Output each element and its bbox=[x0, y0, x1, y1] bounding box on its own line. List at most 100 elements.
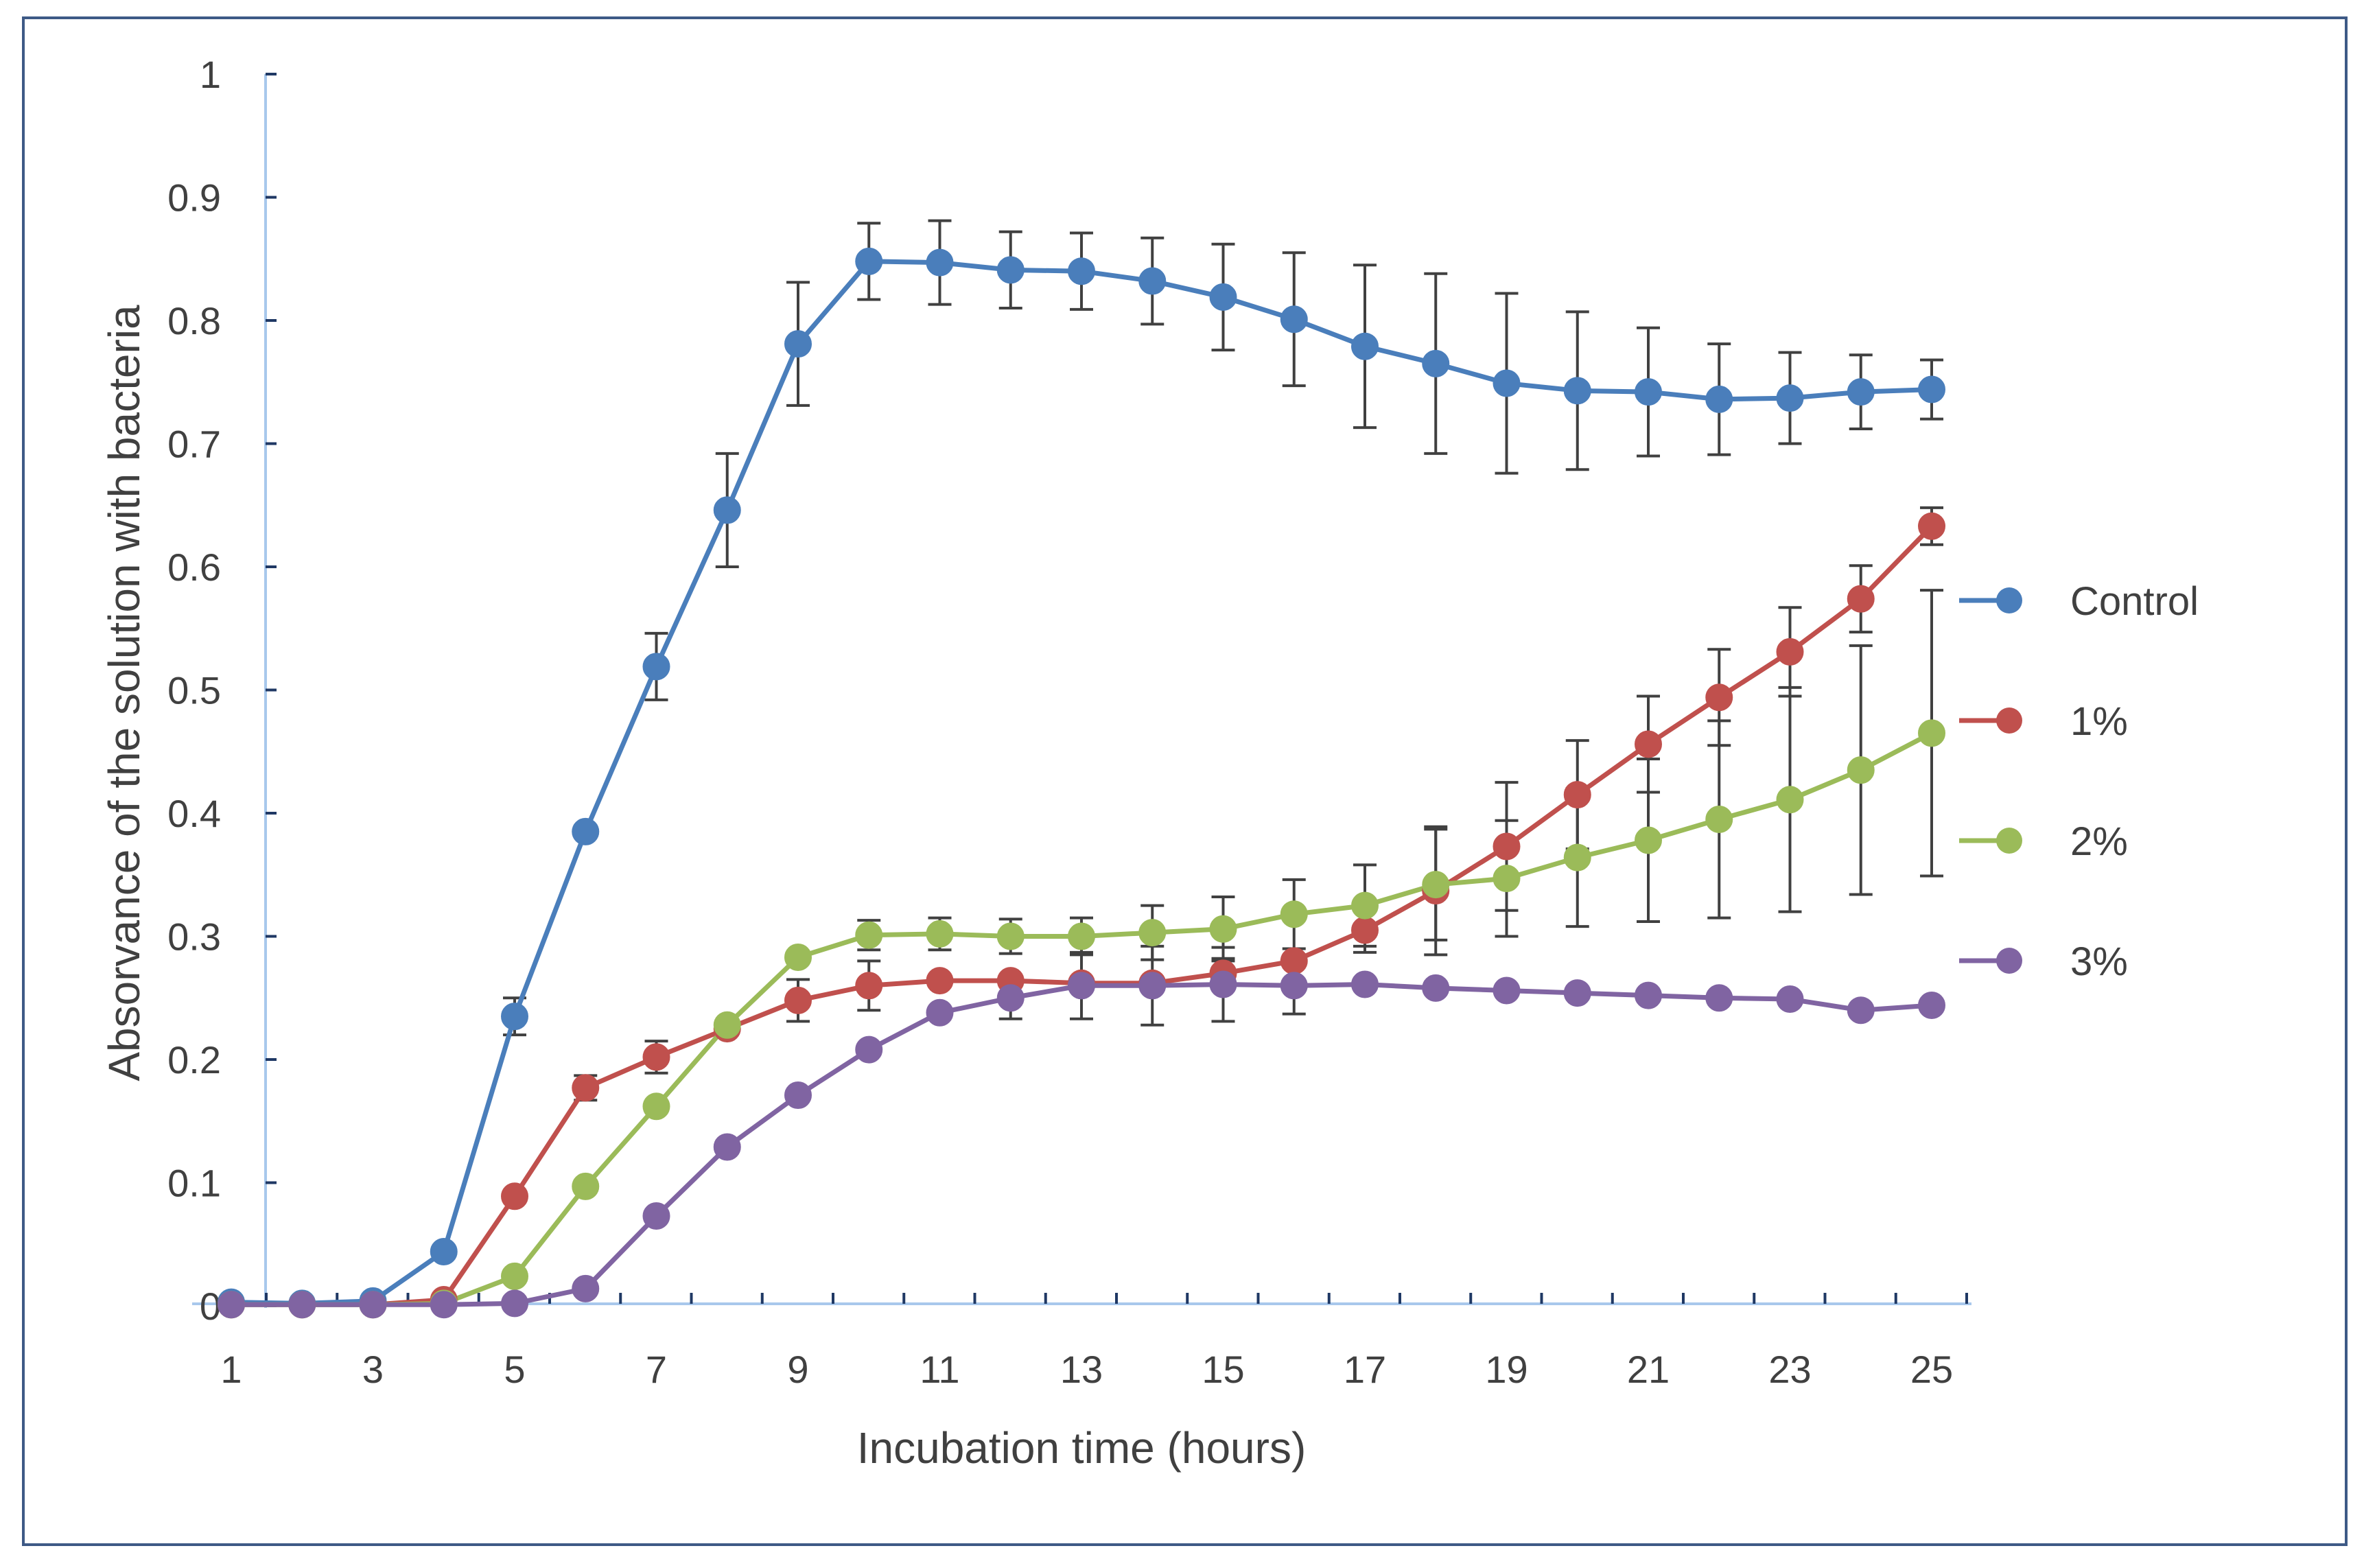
data-point bbox=[1635, 378, 1662, 406]
data-point bbox=[1847, 756, 1875, 784]
x-tick-label: 3 bbox=[362, 1348, 384, 1391]
data-point bbox=[855, 921, 883, 949]
data-point bbox=[1068, 972, 1095, 1000]
data-point bbox=[501, 1289, 528, 1318]
data-point bbox=[572, 1172, 600, 1200]
data-point bbox=[1918, 719, 1945, 747]
data-point bbox=[1635, 826, 1662, 854]
data-point bbox=[926, 967, 954, 995]
x-axis-label: Incubation time (hours) bbox=[857, 1423, 1307, 1473]
data-point bbox=[1918, 992, 1945, 1020]
data-point bbox=[1847, 585, 1875, 613]
data-point bbox=[1493, 369, 1521, 397]
data-point bbox=[855, 247, 883, 275]
data-point bbox=[1280, 972, 1308, 1000]
data-point bbox=[1705, 385, 1733, 413]
legend-label: Control bbox=[2070, 579, 2199, 624]
data-point bbox=[1138, 972, 1167, 1000]
data-point bbox=[572, 817, 600, 845]
y-tick-label: 0.5 bbox=[167, 669, 221, 712]
data-point bbox=[1563, 843, 1591, 871]
data-point bbox=[642, 1202, 670, 1230]
data-point bbox=[288, 1291, 316, 1319]
legend-label: 2% bbox=[2070, 819, 2128, 864]
data-point bbox=[1493, 976, 1521, 1005]
legend-label: 1% bbox=[2070, 699, 2128, 744]
x-tick-label: 5 bbox=[504, 1348, 525, 1391]
y-axis-label: Absorvance of the solution with bacteria bbox=[100, 305, 149, 1081]
x-tick-label: 11 bbox=[920, 1348, 959, 1391]
data-point bbox=[1351, 891, 1379, 920]
data-point bbox=[359, 1291, 387, 1319]
data-point bbox=[501, 1262, 528, 1290]
data-point bbox=[1422, 974, 1450, 1002]
y-tick-label: 0.1 bbox=[167, 1162, 221, 1205]
data-point bbox=[1209, 283, 1237, 311]
data-point bbox=[642, 1092, 670, 1121]
legend-marker bbox=[1996, 587, 2022, 613]
data-point bbox=[1138, 919, 1167, 947]
data-point bbox=[642, 1043, 670, 1071]
x-tick-label: 13 bbox=[1060, 1348, 1103, 1391]
x-tick-label: 15 bbox=[1202, 1348, 1244, 1391]
x-tick-label: 21 bbox=[1627, 1348, 1670, 1391]
data-point bbox=[572, 1274, 600, 1302]
data-point bbox=[784, 330, 812, 358]
y-tick-label: 0.6 bbox=[167, 546, 221, 589]
data-point bbox=[996, 984, 1025, 1012]
data-point bbox=[1776, 637, 1804, 666]
data-point bbox=[430, 1238, 458, 1266]
y-axis-ticks: 0 0.1 0.2 0.3 0.4 0.5 0.6 0.7 0.8 0.9 1 bbox=[167, 53, 277, 1328]
data-point bbox=[784, 944, 812, 972]
data-point bbox=[855, 972, 883, 1000]
data-point bbox=[1705, 683, 1733, 712]
data-point bbox=[1422, 871, 1450, 899]
y-tick-label: 0.4 bbox=[167, 792, 221, 835]
legend-marker bbox=[1996, 828, 2022, 854]
data-point bbox=[1847, 996, 1875, 1025]
data-point bbox=[996, 256, 1025, 284]
data-point bbox=[713, 1011, 741, 1039]
data-point bbox=[926, 920, 954, 948]
data-point bbox=[1776, 985, 1804, 1014]
y-tick-label: 0.3 bbox=[167, 915, 221, 959]
data-point bbox=[784, 1081, 812, 1110]
data-point bbox=[926, 248, 954, 277]
data-point bbox=[430, 1291, 458, 1319]
data-point bbox=[1705, 805, 1733, 833]
data-point bbox=[713, 1133, 741, 1161]
data-point bbox=[926, 998, 954, 1027]
data-point bbox=[1563, 979, 1591, 1007]
data-point bbox=[1493, 832, 1521, 861]
data-point bbox=[1280, 900, 1308, 928]
legend: Control 1% 2% 3% bbox=[1959, 579, 2199, 984]
data-point bbox=[501, 1182, 528, 1210]
x-tick-label: 23 bbox=[1768, 1348, 1811, 1391]
y-tick-label: 0.8 bbox=[167, 299, 221, 342]
x-axis-ticks: 1 3 5 7 9 11 13 15 17 19 21 23 25 bbox=[220, 1293, 1968, 1391]
data-point bbox=[501, 1003, 528, 1031]
data-point bbox=[713, 496, 741, 524]
data-point bbox=[1138, 267, 1167, 295]
x-tick-label: 1 bbox=[220, 1348, 242, 1391]
data-point bbox=[1918, 375, 1945, 403]
x-tick-label: 25 bbox=[1910, 1348, 1953, 1391]
data-point bbox=[218, 1291, 245, 1319]
data-point bbox=[1351, 970, 1379, 998]
data-point bbox=[1918, 512, 1945, 540]
data-point bbox=[1351, 332, 1379, 360]
data-point bbox=[642, 653, 670, 681]
data-point bbox=[1209, 970, 1237, 998]
data-point bbox=[1776, 786, 1804, 814]
y-tick-label: 0.2 bbox=[167, 1038, 221, 1081]
x-tick-label: 9 bbox=[787, 1348, 808, 1391]
data-point bbox=[996, 922, 1025, 950]
x-tick-label: 7 bbox=[646, 1348, 667, 1391]
data-point bbox=[1068, 257, 1095, 285]
y-tick-label: 0.7 bbox=[167, 423, 221, 466]
data-point bbox=[1422, 349, 1450, 377]
x-tick-label: 19 bbox=[1485, 1348, 1528, 1391]
data-point bbox=[1635, 730, 1662, 758]
